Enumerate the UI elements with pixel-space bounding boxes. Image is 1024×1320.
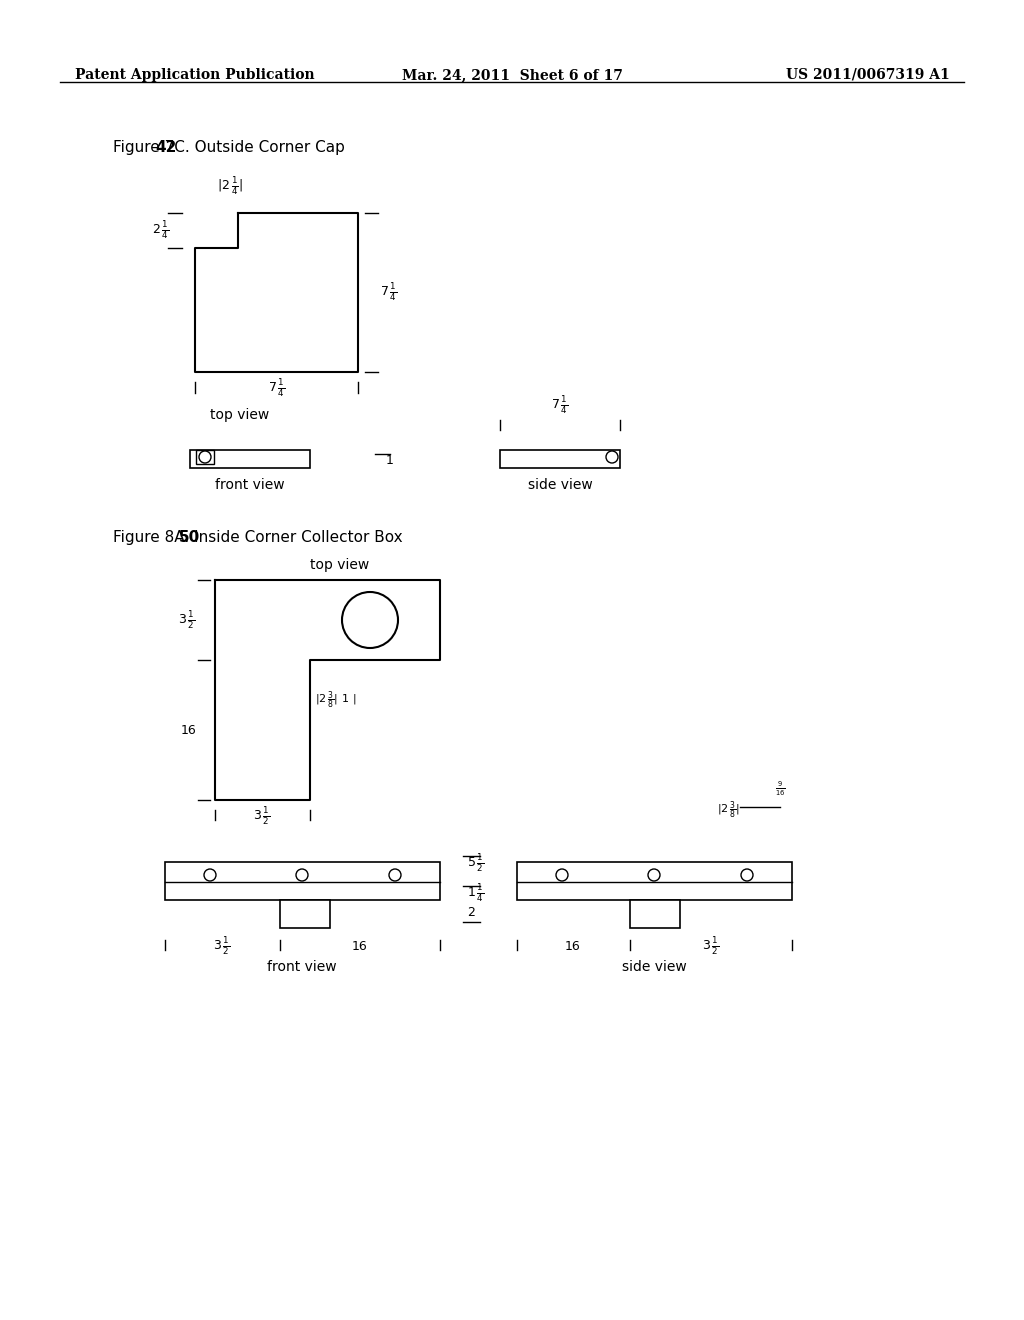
Text: $5\,\frac{1}{2}$: $5\,\frac{1}{2}$ (467, 851, 484, 874)
Circle shape (204, 869, 216, 880)
Circle shape (199, 451, 211, 463)
Bar (280, 900, 330, 928)
Circle shape (342, 591, 398, 648)
Text: $2\,\frac{1}{4}$: $2\,\frac{1}{4}$ (153, 219, 170, 242)
Circle shape (606, 451, 618, 463)
Text: $|2\,\frac{3}{8}|$: $|2\,\frac{3}{8}|$ (717, 800, 740, 821)
Text: $7\,\frac{1}{4}$: $7\,\frac{1}{4}$ (380, 281, 397, 304)
Text: 16: 16 (565, 940, 581, 953)
Text: top view: top view (210, 408, 269, 422)
Circle shape (648, 869, 660, 880)
Text: 1: 1 (386, 454, 394, 466)
Circle shape (556, 869, 568, 880)
Text: top view: top view (310, 558, 370, 572)
Bar (517, 862, 792, 900)
Text: $1\,\frac{1}{4}$: $1\,\frac{1}{4}$ (467, 882, 484, 904)
Text: front view: front view (215, 478, 285, 492)
Text: 16: 16 (180, 723, 196, 737)
Text: Mar. 24, 2011  Sheet 6 of 17: Mar. 24, 2011 Sheet 6 of 17 (401, 69, 623, 82)
Text: US 2011/0067319 A1: US 2011/0067319 A1 (786, 69, 950, 82)
Text: 2: 2 (467, 907, 475, 920)
Bar (165, 862, 440, 900)
Bar (190, 450, 310, 469)
Text: front view: front view (267, 960, 337, 974)
Text: side view: side view (527, 478, 592, 492)
Text: $7\,\frac{1}{4}$: $7\,\frac{1}{4}$ (551, 395, 568, 416)
Text: $3\,\frac{1}{2}$: $3\,\frac{1}{2}$ (213, 935, 230, 957)
Text: 50: 50 (179, 531, 200, 545)
Bar (196, 450, 214, 465)
Text: 42: 42 (156, 140, 177, 154)
Text: Patent Application Publication: Patent Application Publication (75, 69, 314, 82)
Text: 16: 16 (352, 940, 368, 953)
Circle shape (389, 869, 401, 880)
Text: $3\,\frac{1}{2}$: $3\,\frac{1}{2}$ (178, 609, 196, 631)
Text: $|2\,\frac{1}{4}|$: $|2\,\frac{1}{4}|$ (217, 176, 243, 197)
Text: Figure 8A. Inside Corner Collector Box: Figure 8A. Inside Corner Collector Box (113, 531, 408, 545)
Circle shape (741, 869, 753, 880)
Text: side view: side view (622, 960, 686, 974)
Bar (500, 450, 620, 469)
Text: $3\,\frac{1}{2}$: $3\,\frac{1}{2}$ (702, 935, 720, 957)
Text: $\frac{9}{16}$: $\frac{9}{16}$ (775, 780, 785, 799)
Bar (630, 900, 680, 928)
Circle shape (296, 869, 308, 880)
Text: Figure 7C. Outside Corner Cap: Figure 7C. Outside Corner Cap (113, 140, 350, 154)
Text: $3\,\frac{1}{2}$: $3\,\frac{1}{2}$ (253, 805, 270, 826)
Text: $|2\,\frac{3}{8}|\ 1\ |$: $|2\,\frac{3}{8}|\ 1\ |$ (315, 689, 356, 710)
Text: $7\,\frac{1}{4}$: $7\,\frac{1}{4}$ (268, 378, 286, 399)
